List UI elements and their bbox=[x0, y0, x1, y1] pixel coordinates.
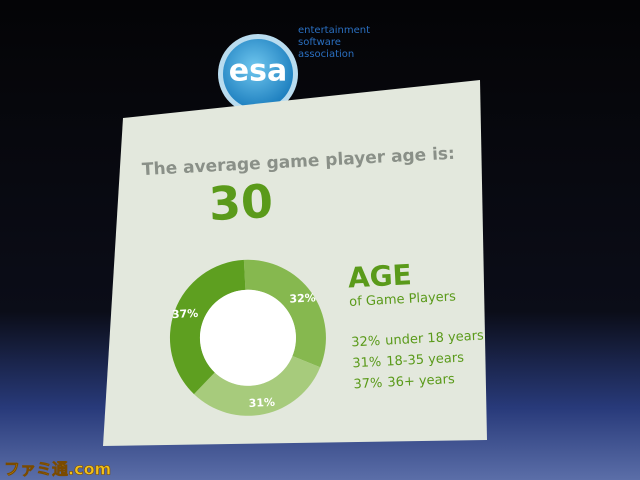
pie-slice bbox=[243, 259, 326, 368]
slide-content: The average game player age is: 30 AGE o… bbox=[142, 144, 484, 416]
legend-entry: 31% 18-35 years bbox=[352, 350, 464, 371]
average-age: 30 bbox=[207, 174, 274, 231]
legend-entry: 32% under 18 years bbox=[351, 328, 484, 350]
slice-label: 31% bbox=[248, 396, 275, 410]
logo-text: association bbox=[298, 49, 354, 60]
legend-label: 36+ years bbox=[387, 372, 455, 391]
slice-label: 37% bbox=[172, 307, 199, 321]
legend-label: under 18 years bbox=[385, 328, 485, 348]
legend-value: 37% bbox=[353, 375, 383, 391]
logo-text: entertainment bbox=[298, 25, 370, 36]
logo-mark: esa bbox=[229, 54, 287, 89]
legend-title: AGE bbox=[347, 258, 412, 294]
legend-value: 31% bbox=[352, 354, 382, 370]
legend-entry: 37% 36+ years bbox=[353, 372, 455, 392]
slice-label: 32% bbox=[289, 291, 316, 305]
logo-disc bbox=[223, 39, 293, 109]
legend-subtitle: of Game Players bbox=[349, 289, 457, 310]
pie-slice bbox=[169, 259, 246, 395]
donut-hole bbox=[199, 289, 296, 386]
watermark: ファミ通.com bbox=[4, 460, 111, 479]
legend-label: 18-35 years bbox=[386, 350, 465, 369]
logo-text: software bbox=[298, 37, 341, 48]
pie-slice bbox=[193, 355, 321, 416]
legend-value: 32% bbox=[351, 333, 381, 349]
